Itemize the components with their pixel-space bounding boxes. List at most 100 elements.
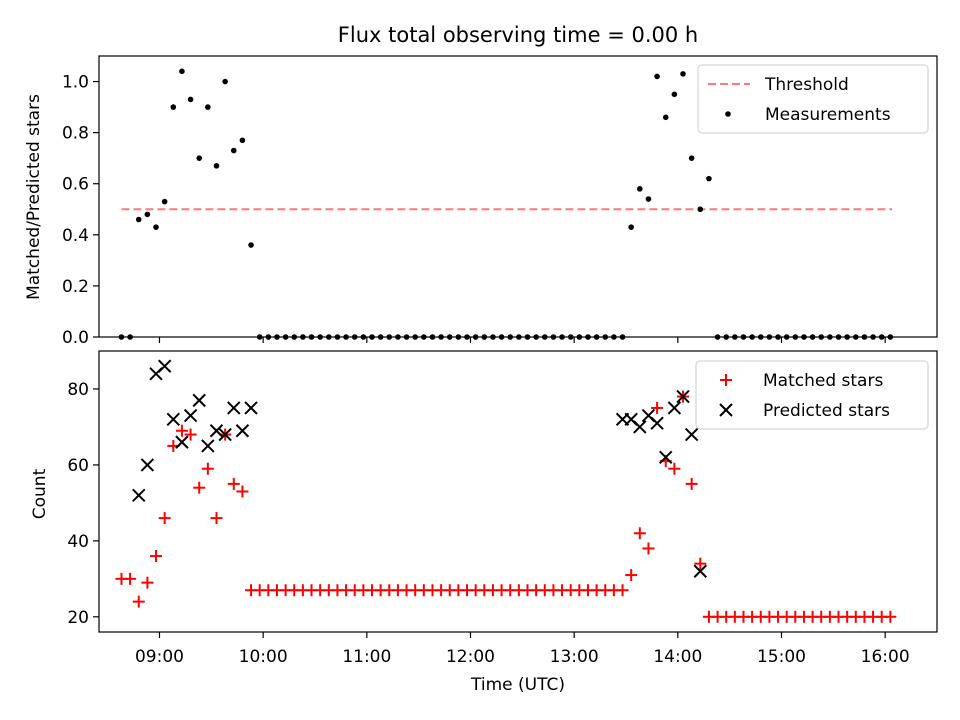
- legend-predicted-label: Predicted stars: [763, 401, 890, 421]
- top-legend-box: [697, 64, 929, 134]
- y-tick-label: 0.8: [62, 124, 89, 144]
- measurement-point: [680, 71, 686, 77]
- y-tick-label: 0.4: [62, 226, 89, 246]
- measurement-point: [671, 91, 678, 98]
- top-legend: Threshold Measurements: [697, 64, 929, 134]
- measurement-point: [706, 175, 712, 182]
- x-tick-label: 09:00: [135, 647, 184, 667]
- measurement-point: [135, 216, 142, 223]
- predicted-point: [667, 401, 682, 415]
- matched-point: [694, 557, 707, 570]
- predicted-point: [157, 359, 172, 373]
- matched-point: [685, 477, 698, 490]
- measurement-point: [213, 163, 220, 169]
- measurement-point: [628, 224, 634, 230]
- measurement-point: [144, 211, 151, 218]
- x-tick-label: 14:00: [653, 647, 702, 667]
- matched-point: [132, 595, 145, 608]
- bottom-y-ticks: 20 40 60 80: [67, 380, 99, 628]
- predicted-point: [633, 420, 647, 434]
- y-tick-label: 0.6: [62, 175, 89, 195]
- predicted-point: [235, 424, 250, 438]
- x-tick-label: 10:00: [239, 647, 288, 667]
- top-y-ticks: 0.0 0.2 0.4 0.6 0.8 1.0: [62, 73, 99, 348]
- predicted-point: [132, 488, 146, 503]
- matched-point: [616, 584, 629, 597]
- matched-point: [201, 462, 214, 475]
- top-plot-frame: [98, 55, 938, 338]
- matched-point: [210, 512, 223, 525]
- y-tick-label: 1.0: [62, 73, 89, 93]
- measurement-point: [239, 137, 246, 144]
- predicted-point: [218, 427, 232, 442]
- measurement-point: [697, 206, 704, 213]
- predicted-point: [650, 416, 664, 430]
- matched-point: [158, 512, 171, 525]
- predicted-point: [140, 458, 155, 472]
- matched-point: [193, 481, 206, 494]
- matched-point: [184, 428, 197, 441]
- top-panel: Flux total observing time = 0.00 h Match…: [24, 23, 938, 348]
- x-axis-label: Time (UTC): [470, 675, 565, 695]
- predicted-point: [201, 439, 215, 453]
- measurement-point: [205, 104, 211, 110]
- measurement-point: [222, 78, 228, 85]
- top-y-axis-label: Matched/Predicted stars: [24, 94, 44, 300]
- top-x-tick-marks: [158, 337, 886, 343]
- legend-measurements-label: Measurements: [765, 105, 891, 125]
- matched-point: [124, 572, 137, 585]
- predicted-points: [132, 359, 707, 578]
- predicted-point: [175, 435, 189, 449]
- matched-point: [175, 424, 188, 437]
- matched-point: [651, 401, 664, 414]
- matched-point: [625, 569, 638, 582]
- measurement-point: [196, 155, 203, 161]
- bottom-y-axis-label: Count: [30, 468, 50, 519]
- measurement-points: [118, 68, 894, 340]
- bottom-panel: Count Time (UTC) 20 40 60 80 09:00 10:00 11:0…: [30, 350, 938, 695]
- measurement-point: [248, 242, 254, 248]
- y-tick-label: 40: [67, 532, 89, 552]
- predicted-point: [659, 450, 673, 465]
- bottom-legend-box: [695, 360, 929, 430]
- predicted-point: [227, 401, 241, 415]
- predicted-point: [244, 401, 258, 415]
- measurement-point: [161, 198, 168, 205]
- predicted-point: [676, 389, 690, 404]
- matched-point: [642, 542, 655, 555]
- x-tick-label: 15:00: [757, 647, 806, 667]
- x-tick-label: 11:00: [342, 647, 391, 667]
- matched-point: [150, 550, 163, 563]
- predicted-point: [209, 424, 224, 438]
- predicted-point: [693, 564, 707, 578]
- y-tick-label: 0.2: [62, 277, 89, 297]
- predicted-point: [192, 393, 206, 408]
- matched-point: [884, 610, 897, 623]
- measurement-point: [645, 196, 652, 202]
- bottom-legend: Matched stars Predicted stars: [695, 360, 929, 430]
- matched-point: [633, 527, 646, 540]
- x-tick-label: 12:00: [446, 647, 495, 667]
- measurement-point: [230, 147, 237, 154]
- legend-measurements-swatch: [725, 111, 731, 117]
- y-tick-label: 80: [67, 380, 89, 400]
- legend-predicted-swatch: [719, 403, 733, 417]
- matched-points: [115, 390, 897, 623]
- legend-matched-label: Matched stars: [763, 371, 883, 391]
- y-tick-label: 0.0: [62, 328, 89, 348]
- predicted-point: [684, 427, 699, 442]
- y-tick-label: 60: [67, 456, 89, 476]
- x-ticks: 09:00 10:00 11:00 12:00 13:00 14:00 15:00 16:00: [135, 632, 910, 667]
- measurement-point: [187, 96, 194, 103]
- x-tick-label: 13:00: [550, 647, 599, 667]
- measurement-point: [662, 114, 669, 121]
- legend-threshold-label: Threshold: [764, 75, 849, 95]
- measurement-point: [654, 73, 660, 80]
- bottom-plot-frame: [98, 350, 938, 633]
- y-tick-label: 20: [67, 608, 89, 628]
- measurement-point: [688, 155, 695, 161]
- measurement-point: [637, 186, 643, 192]
- matched-point: [227, 477, 240, 490]
- matched-point: [668, 462, 681, 475]
